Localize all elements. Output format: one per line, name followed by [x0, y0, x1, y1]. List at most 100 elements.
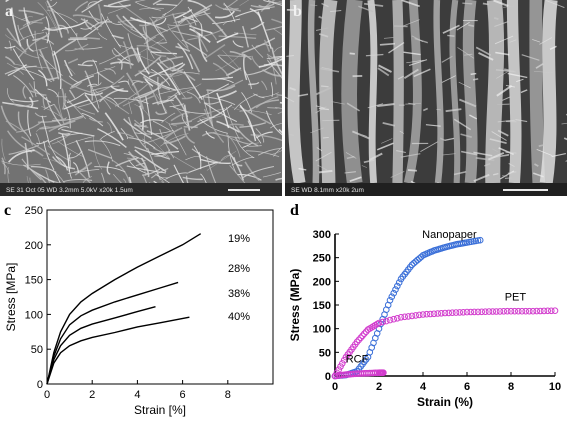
sem-fiber: [220, 154, 232, 161]
sem-fiber: [99, 95, 130, 115]
sem-fiber: [261, 80, 268, 91]
sem-fiber: [1, 138, 6, 161]
sem-strand: [535, 63, 544, 69]
sem-strand: [320, 67, 340, 73]
x-tick-label: 8: [508, 381, 514, 393]
sem-fibril-column: [506, 0, 522, 184]
sem-fiber: [152, 120, 171, 132]
sem-strand: [563, 137, 567, 141]
sem-strand: [498, 153, 510, 157]
sem-strand: [460, 150, 478, 156]
sem-strand: [402, 19, 420, 27]
sem-strand: [469, 114, 478, 120]
sem-fiber: [51, 115, 84, 122]
data-point: [540, 307, 548, 315]
sem-fiber: [85, 66, 116, 78]
sem-fiber: [133, 51, 166, 65]
sem-fiber: [69, 36, 101, 40]
sem-fiber: [55, 155, 69, 171]
sem-strand: [441, 55, 453, 63]
sem-strand: [497, 129, 509, 137]
series-label-28pct: 28%: [228, 263, 250, 275]
sem-fiber: [72, 161, 80, 173]
data-point: [438, 310, 445, 317]
sem-fiber: [10, 13, 43, 24]
sem-fiber: [57, 24, 69, 34]
sem-fiber: [61, 129, 95, 137]
data-point: [476, 236, 484, 244]
sem-fiber: [277, 111, 282, 115]
sem-fiber: [217, 54, 238, 71]
sem-strand: [473, 173, 490, 183]
sem-fiber: [276, 94, 282, 97]
sem-fiber: [251, 55, 261, 69]
sem-strand: [520, 89, 528, 94]
sem-fiber: [81, 0, 103, 13]
sem-fiber: [39, 49, 55, 82]
sem-fiber: [177, 4, 213, 24]
sem-fibril-column: [462, 0, 478, 184]
sem-fiber: [270, 82, 274, 98]
sem-strand: [346, 102, 361, 112]
sem-fiber: [65, 136, 93, 146]
sem-fiber: [187, 29, 224, 41]
sem-fiber: [234, 125, 259, 147]
data-point: [463, 308, 471, 316]
sem-strand: [403, 51, 421, 56]
sem-fiber: [226, 133, 241, 158]
sem-fiber: [168, 123, 187, 156]
data-point: [386, 297, 394, 304]
sem-strand: [403, 68, 419, 79]
sem-fiber: [24, 13, 31, 25]
sem-fiber: [89, 81, 100, 109]
sem-strand: [496, 84, 513, 97]
sem-fiber: [130, 16, 152, 25]
sem-fiber: [72, 14, 101, 21]
sem-fiber: [132, 97, 143, 108]
series-label-rcf: RCF: [346, 354, 369, 366]
sem-fiber: [244, 70, 252, 90]
panel-label-c: c: [4, 202, 12, 219]
sem-fiber: [157, 76, 167, 114]
sem-fiber: [263, 63, 282, 67]
sem-fiber: [126, 165, 167, 174]
sem-fiber: [216, 32, 239, 44]
data-point: [504, 307, 511, 315]
sem-fiber: [239, 110, 272, 115]
sem-fiber: [127, 33, 140, 63]
sem-strand: [405, 102, 422, 105]
sem-fiber: [15, 46, 40, 59]
sem-fiber: [156, 17, 167, 26]
sem-strand: [495, 69, 515, 73]
sem-strand: [546, 0, 565, 8]
sem-fiber: [46, 9, 78, 24]
sem-strand: [496, 71, 508, 79]
sem-fiber: [68, 75, 80, 84]
data-point: [390, 289, 397, 297]
data-point: [408, 261, 416, 269]
sem-fiber: [134, 1, 161, 11]
sem-strand: [507, 72, 528, 79]
sem-b-caption: SE WD 8.1mm x20k 2um: [291, 187, 364, 194]
sem-strand: [536, 149, 553, 156]
sem-strand: [507, 171, 517, 174]
series-pet: [331, 307, 559, 380]
data-point: [544, 307, 552, 315]
sem-fiber: [267, 59, 282, 79]
sem-fiber: [262, 69, 282, 77]
sem-fiber: [39, 54, 63, 76]
sem-a-caption: SE 31 Oct 05 WD 3.2mm 5.0kV x20k 1.5um: [6, 187, 133, 194]
sem-strand: [376, 142, 394, 151]
sem-fiber: [215, 51, 244, 72]
data-point: [395, 279, 403, 286]
data-point: [456, 309, 463, 316]
sem-fiber: [30, 165, 57, 174]
data-point: [390, 315, 397, 323]
sem-fiber: [136, 47, 150, 75]
sem-a-fibers: [0, 0, 282, 196]
sem-fiber: [65, 43, 89, 52]
sem-fiber: [67, 169, 100, 174]
sem-fiber: [44, 26, 63, 31]
sem-fiber: [160, 133, 189, 147]
sem-fiber: [19, 32, 45, 41]
